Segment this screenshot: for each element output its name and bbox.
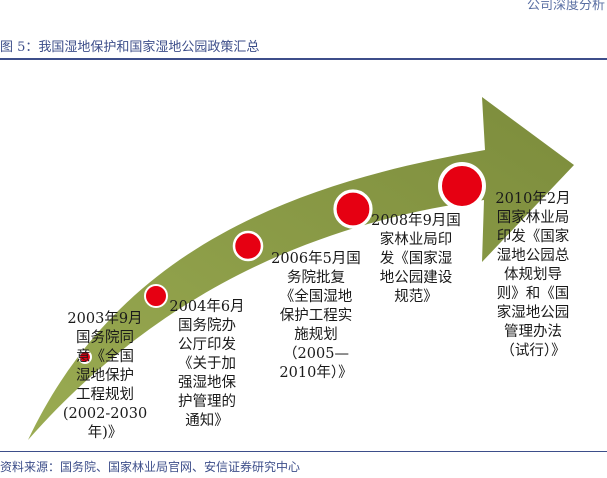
milestone-text-line: 国务院同 (76, 330, 134, 346)
milestone-text-line: 通知》 (185, 413, 229, 429)
milestone-text-line: 国家林业局 (496, 210, 570, 226)
milestone-text-line: 国务院办 (178, 318, 236, 334)
milestone-text-line: 印发《国家 (496, 229, 570, 245)
milestone-text-line: 2010年2月 (495, 191, 571, 207)
growth-arrow (28, 97, 574, 440)
milestone-text-line: 公厅印发 (178, 337, 236, 353)
milestone-text-line: 意《全国 (76, 349, 134, 365)
milestone-dot-2 (144, 284, 168, 308)
milestone-text-line: 发《国家湿 (379, 251, 453, 267)
milestone-dot-4 (333, 189, 373, 229)
milestone-text-line: 则》和《国 (496, 286, 570, 302)
milestone-text-line: 年)》 (87, 425, 123, 441)
milestone-text-line: 2004年6月 (169, 299, 245, 315)
source-note: 资料来源：国务院、国家林业局官网、安信证券研究中心 (0, 460, 301, 474)
figure-title: 图 5：我国湿地保护和国家湿地公园政策汇总 (0, 40, 260, 55)
milestone-dot-3 (232, 230, 264, 262)
title-rule (0, 58, 607, 60)
milestone-text-line: 务院批复 (287, 270, 345, 286)
milestone-text-line: 《关于加 (178, 356, 236, 372)
milestone-text-line: 2010年）》 (279, 365, 353, 381)
milestone-text-line: 施规划 (294, 327, 338, 343)
milestone-text-1: 2003年9月 国务院同意《全国湿地保护工程规划 (2002-2030 年)》 (52, 310, 158, 443)
milestone-text-line: 《全国湿地 (279, 289, 353, 305)
milestone-text-line: 湿地保护 (76, 368, 134, 384)
milestone-text-line: 地公园建设 (379, 270, 453, 286)
milestone-text-line: （试行）》 (500, 343, 566, 359)
milestone-text-5: 2010年2月 国家林业局印发《国家湿地公园总体规划导则》和《国家湿地公园管理办法… (478, 190, 588, 361)
milestone-text-line: 护管理的 (178, 394, 236, 410)
source-rule (0, 451, 607, 452)
milestone-text-line: 强湿地保 (178, 375, 236, 391)
milestone-text-line: 管理办法 (504, 324, 562, 340)
milestone-text-line: 体规划导 (504, 267, 562, 283)
header-fragment: 公司深度分析 (526, 0, 605, 13)
milestone-text-line: （2005— (283, 346, 349, 362)
milestone-text-line: 家林业局印 (379, 232, 453, 248)
milestone-text-4: 2008年9月国 家林业局印发《国家湿地公园建设规范》 (362, 212, 470, 307)
milestone-dot-5 (438, 162, 486, 210)
milestone-text-line: 家湿地公园 (496, 305, 570, 321)
milestone-text-line: 2008年9月国 (371, 213, 461, 229)
milestone-text-line: (2002-2030 (62, 406, 148, 422)
milestone-text-3: 2006年5月国 务院批复《全国湿地保护工程实施规划 （2005— 2010年）》 (262, 250, 370, 383)
milestone-text-line: 湿地公园总 (496, 248, 570, 264)
milestone-text-2: 2004年6月 国务院办公厅印发《关于加强湿地保护管理的通知》 (160, 298, 254, 431)
milestone-dot-1 (78, 350, 92, 364)
milestone-text-line: 工程规划 (76, 387, 134, 403)
milestone-text-line: 保护工程实 (279, 308, 353, 324)
milestone-text-line: 2003年9月 (67, 311, 143, 327)
milestone-text-line: 2006年5月国 (271, 251, 361, 267)
milestone-text-line: 规范》 (394, 289, 438, 305)
